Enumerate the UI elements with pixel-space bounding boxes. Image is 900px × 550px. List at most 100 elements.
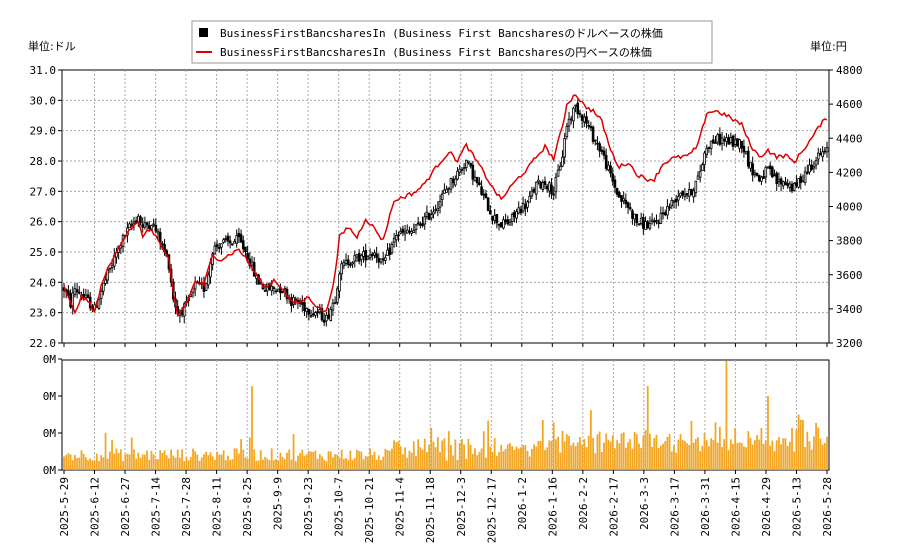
right-tick-label: 3400 (836, 303, 863, 316)
volume-bar (157, 459, 159, 470)
candle-body (309, 315, 313, 318)
volume-bar (452, 455, 455, 470)
volume-bar (277, 460, 280, 470)
x-tick-label: 2025-12-17 (485, 477, 498, 543)
candle-body (464, 159, 468, 168)
candle-body (733, 139, 737, 145)
volume-bar (290, 459, 293, 470)
candle-body (543, 181, 547, 185)
candle-body (351, 262, 354, 265)
candle-body (102, 282, 105, 292)
volume-bar (797, 414, 800, 470)
candle-body (403, 231, 407, 235)
candle-body (384, 257, 387, 261)
candle-body (381, 258, 385, 261)
candle-body (502, 219, 505, 229)
volume-bar (823, 443, 826, 470)
volume-bar (332, 457, 334, 470)
volume-bar (189, 456, 192, 470)
volume-bar (227, 455, 229, 470)
volume-bar (251, 386, 253, 470)
volume-bar (635, 434, 638, 470)
candle-body (513, 211, 516, 218)
volume-bar (244, 457, 247, 470)
volume-bar (762, 443, 765, 470)
volume-bar (150, 450, 153, 470)
candle-body (86, 294, 90, 299)
volume-bar (751, 444, 754, 470)
volume-bar (589, 410, 592, 470)
candle-body (572, 107, 575, 122)
volume-bar (668, 434, 671, 470)
volume-bar (596, 434, 599, 470)
left-tick-label: 25.0 (30, 246, 57, 259)
candle-body (338, 273, 341, 292)
volume-bar (91, 460, 94, 470)
candle-body (757, 175, 761, 182)
candle-body (729, 137, 733, 144)
volume-bar (117, 453, 120, 470)
volume-bar (616, 440, 619, 470)
volume-bar (552, 422, 555, 470)
candle-body (657, 222, 660, 225)
volume-bar (465, 458, 468, 470)
candle-body (307, 309, 311, 315)
volume-bar (115, 448, 118, 470)
volume-bar (489, 446, 492, 470)
candle-body (233, 241, 236, 244)
candle-body (303, 301, 306, 311)
volume-bar (622, 432, 625, 470)
volume-bar (386, 450, 389, 470)
right-tick-label: 3200 (836, 337, 863, 350)
volume-bar (353, 458, 356, 470)
volume-bar (74, 454, 76, 470)
volume-bar (364, 456, 367, 470)
candle-body (405, 229, 409, 234)
volume-bar (338, 457, 341, 470)
volume-bar (675, 452, 678, 470)
volume-bar (576, 442, 579, 470)
left-tick-label: 27.0 (30, 185, 57, 198)
candle-body (788, 183, 792, 188)
right-tick-label: 4000 (836, 201, 863, 214)
candle-body (141, 224, 145, 228)
left-axis-ticks: 22.0 23.0 24.0 25.0 26.0 27.0 28.0 29.0 30.0 31.0 (30, 64, 62, 350)
candle-body (670, 199, 674, 207)
volume-bar (581, 445, 584, 470)
volume-bar (373, 451, 376, 470)
volume-bar (421, 449, 424, 470)
candle-body (239, 234, 243, 243)
candle-body (110, 264, 114, 269)
x-tick-label: 2026-2-2 (577, 477, 590, 530)
volume-bar (148, 459, 151, 470)
candle-body (432, 211, 435, 215)
volume-bar (710, 438, 713, 470)
candle-body (545, 185, 549, 190)
volume-bar (666, 436, 669, 470)
volume-bar (747, 431, 750, 470)
candle-body (567, 118, 571, 127)
candle-body (281, 291, 284, 293)
candle-body (784, 181, 787, 185)
candle-body (397, 234, 400, 237)
volume-bar (646, 386, 649, 470)
candle-body (486, 197, 490, 211)
x-tick-label: 2025-10-7 (333, 477, 346, 537)
candle-body (346, 259, 350, 265)
volume-bar (819, 438, 822, 470)
volume-bar (393, 440, 396, 470)
volume-bar (565, 434, 568, 470)
volume-bar (513, 449, 516, 470)
candle-body (386, 249, 389, 256)
volume-bar (570, 445, 573, 470)
volume-bar (614, 448, 616, 470)
candle-body (574, 104, 577, 107)
volume-bar (826, 436, 828, 470)
candle-body (416, 222, 420, 225)
candle-body (816, 152, 820, 160)
candle-body (687, 189, 691, 197)
candle-body (727, 137, 730, 145)
candle-body (331, 302, 335, 311)
right-tick-label: 4600 (836, 98, 863, 111)
right-tick-label: 3600 (836, 269, 863, 282)
